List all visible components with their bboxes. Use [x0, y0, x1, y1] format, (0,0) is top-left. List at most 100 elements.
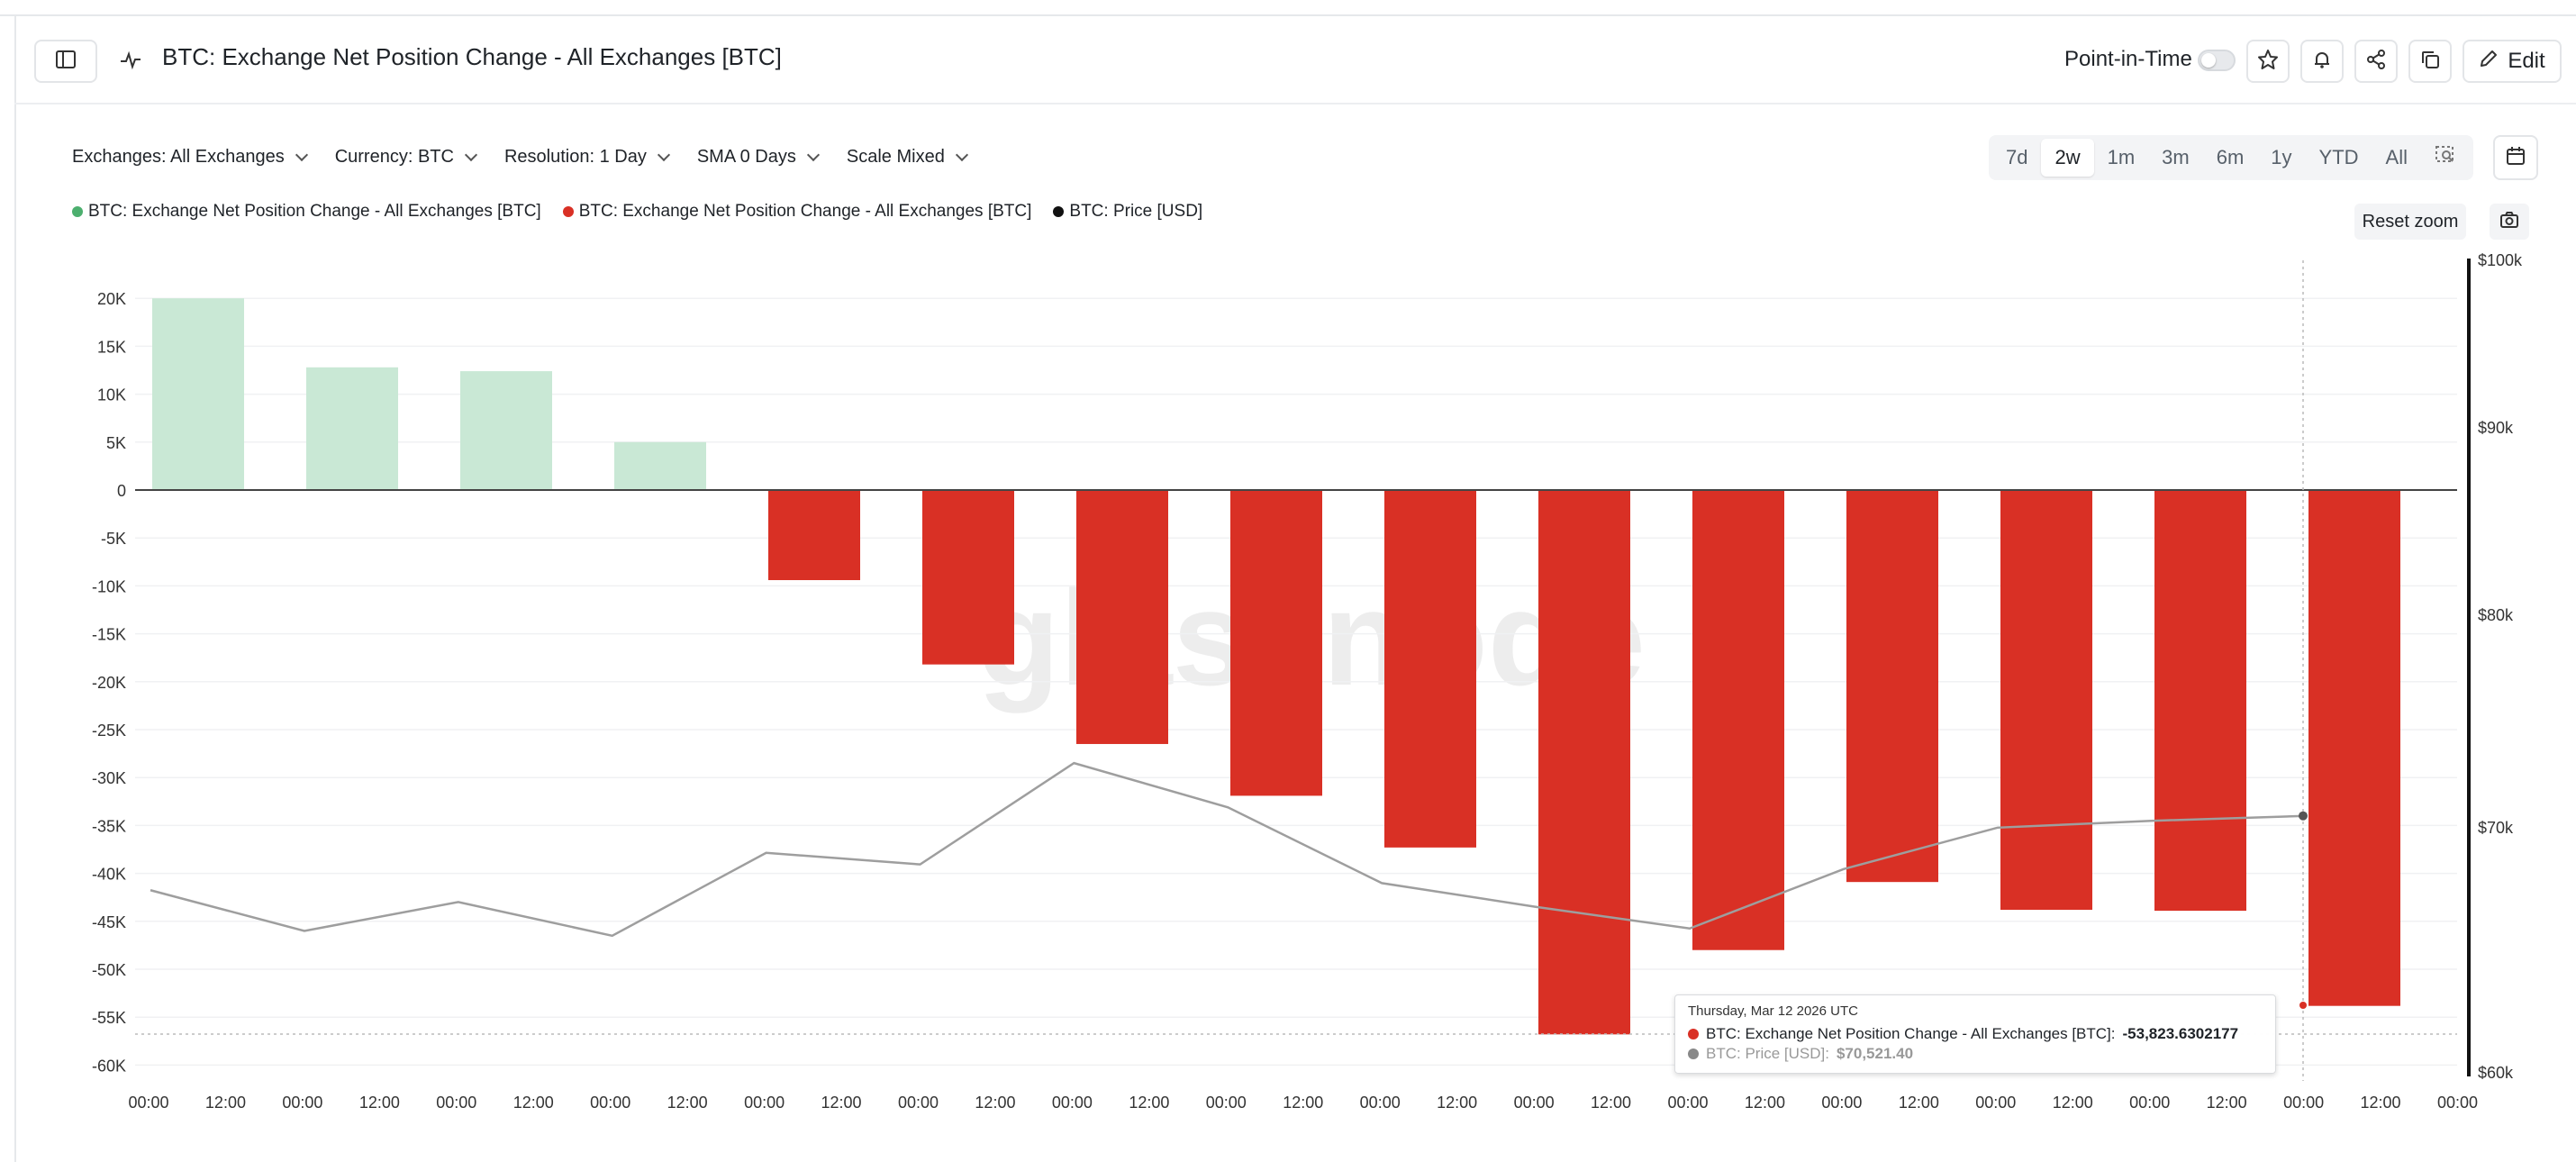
x-tick-label: 12:00 — [667, 1094, 708, 1112]
outflow-bar — [768, 490, 860, 581]
y-tick-label: -15K — [92, 626, 126, 644]
pulse-icon — [119, 49, 142, 75]
pencil-icon — [2479, 49, 2499, 75]
share-icon — [2365, 49, 2387, 75]
share-button[interactable] — [2354, 40, 2398, 83]
y-tick-label: -40K — [92, 866, 126, 884]
x-tick-label: 12:00 — [1283, 1094, 1323, 1112]
top-strip — [0, 0, 2576, 16]
legend-item-outflow[interactable]: BTC: Exchange Net Position Change - All … — [562, 202, 1031, 222]
inflow-bar — [460, 371, 552, 490]
range-3m[interactable]: 3m — [2162, 146, 2190, 168]
net-position-chart[interactable]: glassnode20K15K10K5K0-5K-10K-15K-20K-25K… — [0, 243, 2576, 1126]
favorite-button[interactable] — [2246, 40, 2290, 83]
chart-controls: Exchanges: All Exchanges Currency: BTC R… — [72, 147, 968, 168]
tooltip-series1-label: BTC: Exchange Net Position Change - All … — [1706, 1025, 2116, 1042]
star-icon — [2257, 49, 2279, 75]
y-right-tick-label: $60k — [2478, 1064, 2514, 1082]
x-tick-label: 00:00 — [128, 1094, 168, 1112]
chevron-down-icon — [657, 148, 670, 162]
point-in-time-label: Point-in-Time — [2064, 47, 2192, 71]
legend-item-inflow[interactable]: BTC: Exchange Net Position Change - All … — [72, 202, 541, 222]
y-tick-label: 0 — [117, 482, 126, 500]
screenshot-button[interactable] — [2490, 204, 2529, 240]
y-tick-label: 15K — [97, 338, 126, 356]
bar-highlight-point — [2299, 1002, 2307, 1009]
y-tick-label: 10K — [97, 386, 126, 404]
x-tick-label: 00:00 — [1821, 1094, 1862, 1112]
scale-dropdown[interactable]: Scale Mixed — [847, 147, 968, 168]
x-tick-label: 00:00 — [1052, 1094, 1093, 1112]
range-2w[interactable]: 2w — [2041, 139, 2094, 177]
resolution-value: Resolution: 1 Day — [503, 147, 647, 167]
alert-button[interactable] — [2300, 40, 2344, 83]
y-right-tick-label: $90k — [2478, 419, 2514, 437]
tooltip-series1-value: -53,823.6302177 — [2122, 1025, 2239, 1042]
page-title: BTC: Exchange Net Position Change - All … — [162, 43, 782, 70]
x-tick-label: 00:00 — [2129, 1094, 2170, 1112]
reset-zoom-button[interactable]: Reset zoom — [2354, 204, 2466, 240]
outflow-bar — [1846, 490, 1938, 883]
range-1m[interactable]: 1m — [2107, 146, 2136, 168]
legend-item-price[interactable]: BTC: Price [USD] — [1053, 202, 1202, 222]
zoom-select-button[interactable] — [2421, 139, 2470, 177]
x-tick-label: 00:00 — [1975, 1094, 2016, 1112]
y-tick-label: -20K — [92, 674, 126, 692]
bell-icon — [2311, 49, 2333, 75]
y-tick-label: -25K — [92, 722, 126, 740]
x-tick-label: 00:00 — [1514, 1094, 1555, 1112]
time-range-selector: 7d 2w 1m 3m 6m 1y YTD All — [1989, 135, 2473, 180]
chevron-down-icon — [464, 148, 478, 162]
price-line — [150, 761, 2306, 938]
x-tick-label: 00:00 — [898, 1094, 939, 1112]
x-tick-label: 00:00 — [1360, 1094, 1401, 1112]
chevron-down-icon — [955, 148, 968, 162]
sidebar-toggle-button[interactable] — [34, 40, 97, 83]
x-tick-label: 00:00 — [1667, 1094, 1708, 1112]
y-tick-label: 5K — [106, 434, 126, 452]
range-all[interactable]: All — [2385, 146, 2408, 168]
x-tick-label: 12:00 — [2361, 1094, 2401, 1112]
y-tick-label: -50K — [92, 961, 126, 979]
sidebar-icon — [55, 50, 77, 74]
x-tick-label: 00:00 — [282, 1094, 322, 1112]
range-1y[interactable]: 1y — [2271, 146, 2292, 168]
duplicate-button[interactable] — [2408, 40, 2452, 83]
range-6m[interactable]: 6m — [2216, 146, 2245, 168]
tooltip-dot-gray — [1688, 1049, 1699, 1059]
currency-value: Currency: BTC — [334, 147, 454, 167]
legend-dot-black — [1053, 206, 1065, 217]
currency-dropdown[interactable]: Currency: BTC — [334, 147, 478, 168]
chevron-down-icon — [295, 148, 308, 162]
x-tick-label: 12:00 — [2207, 1094, 2247, 1112]
x-tick-label: 12:00 — [1591, 1094, 1631, 1112]
tooltip-dot-red — [1688, 1029, 1699, 1039]
legend-label: BTC: Price [USD] — [1069, 202, 1203, 221]
y-tick-label: -60K — [92, 1057, 126, 1075]
x-tick-label: 00:00 — [590, 1094, 630, 1112]
tooltip-series2-value: $70,521.40 — [1836, 1045, 1914, 1062]
chevron-down-icon — [806, 148, 820, 162]
x-tick-label: 12:00 — [1745, 1094, 1785, 1112]
sma-dropdown[interactable]: SMA 0 Days — [696, 147, 820, 168]
range-7d[interactable]: 7d — [2006, 146, 2028, 168]
exchanges-value: Exchanges: All Exchanges — [72, 147, 285, 167]
range-ytd[interactable]: YTD — [2318, 146, 2359, 168]
y-right-tick-label: $80k — [2478, 606, 2514, 624]
outflow-bar — [2000, 490, 2092, 911]
resolution-dropdown[interactable]: Resolution: 1 Day — [503, 147, 670, 168]
sma-value: SMA 0 Days — [696, 147, 796, 167]
legend-dot-red — [562, 206, 574, 217]
outflow-bar — [1692, 490, 1784, 950]
inflow-bar — [152, 298, 244, 490]
y-right-tick-label: $100k — [2478, 251, 2523, 269]
y-right-tick-label: $70k — [2478, 819, 2514, 837]
y-tick-label: -35K — [92, 817, 126, 835]
tooltip-date: Thursday, Mar 12 2026 UTC — [1688, 1003, 1858, 1019]
x-tick-label: 12:00 — [1437, 1094, 1477, 1112]
exchanges-dropdown[interactable]: Exchanges: All Exchanges — [72, 147, 308, 168]
point-in-time-toggle[interactable] — [2198, 50, 2236, 71]
date-picker-button[interactable] — [2493, 135, 2538, 180]
content-frame — [14, 16, 2576, 1162]
edit-button[interactable]: Edit — [2463, 40, 2562, 83]
